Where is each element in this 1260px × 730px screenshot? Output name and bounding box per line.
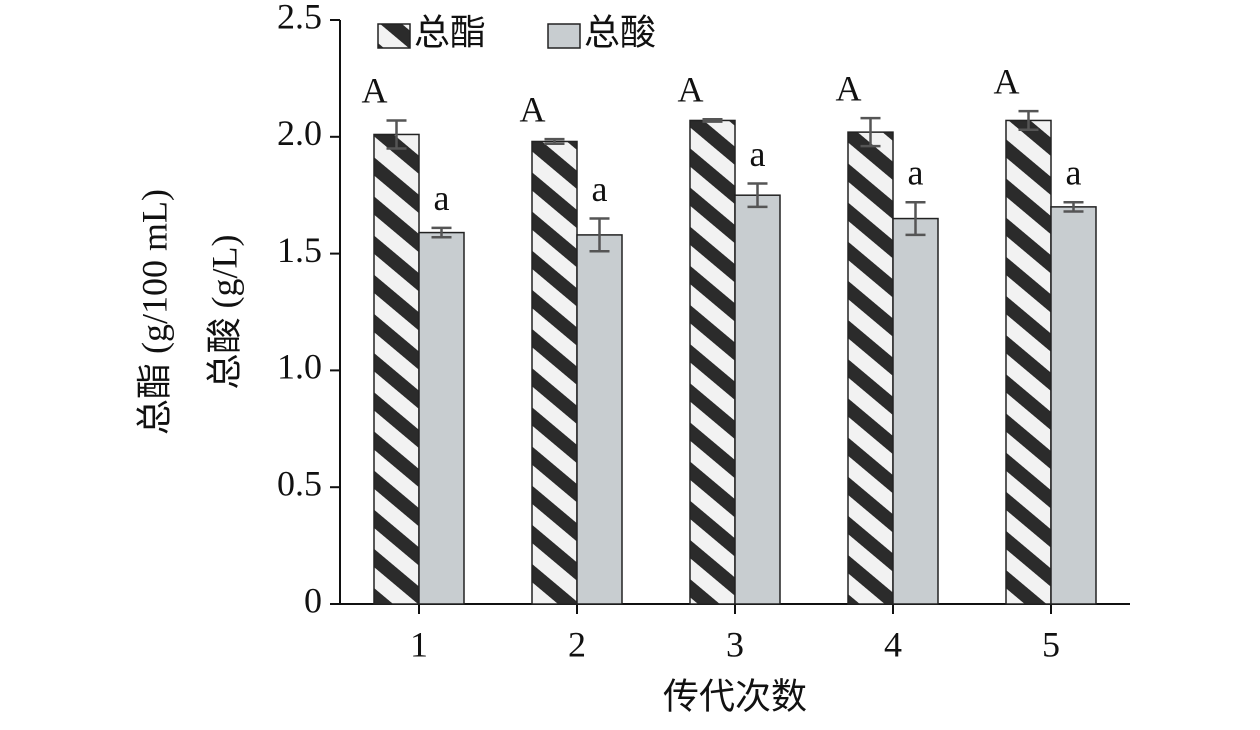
significance-label: a: [1066, 152, 1082, 192]
y-axis-title: 总酸 (g/L): [204, 235, 244, 390]
y-tick-label: 2.5: [277, 0, 322, 36]
legend-label: 总酯: [414, 12, 486, 52]
y-tick-label: 2.0: [277, 113, 322, 153]
error-bar: [386, 119, 407, 150]
bar: [734, 194, 781, 605]
bar: [1050, 206, 1097, 605]
legend-swatch: [547, 23, 581, 49]
x-axis-title: 传代次数: [663, 676, 807, 716]
y-tick-label: 1.5: [277, 230, 322, 270]
error-bar: [431, 226, 452, 239]
x-tick-label: 3: [726, 624, 744, 664]
error-bar: [544, 137, 565, 146]
x-tick-label: 5: [1042, 624, 1060, 664]
error-bar: [860, 116, 881, 148]
significance-label: a: [434, 178, 450, 218]
x-tick-label: 1: [410, 624, 428, 664]
error-bar: [905, 200, 926, 237]
y-axis-title: 总酯 (g/100 mL): [134, 189, 174, 435]
y-tick-label: 0.5: [277, 463, 322, 503]
bar: [1005, 119, 1052, 605]
bar: [373, 133, 420, 605]
y-tick-label: 0: [304, 580, 322, 620]
significance-label: A: [362, 71, 388, 111]
error-bar: [1018, 109, 1039, 132]
error-bar: [1063, 200, 1084, 213]
y-tick-label: 1.0: [277, 347, 322, 387]
error-bar: [702, 118, 723, 123]
bar: [531, 140, 578, 605]
significance-label: a: [908, 152, 924, 192]
bar: [847, 131, 894, 605]
significance-label: A: [520, 89, 546, 129]
bar: [576, 234, 623, 605]
legend-label: 总酸: [584, 12, 656, 52]
error-bar: [747, 182, 768, 209]
bar: [892, 217, 939, 605]
bar: [418, 231, 465, 605]
significance-label: A: [994, 61, 1020, 101]
error-bar: [589, 217, 610, 253]
significance-label: a: [750, 134, 766, 174]
legend-swatch: [377, 23, 411, 49]
significance-label: A: [678, 70, 704, 110]
significance-label: a: [592, 169, 608, 209]
x-tick-label: 4: [884, 624, 902, 664]
bar: [689, 119, 736, 605]
x-tick-label: 2: [568, 624, 586, 664]
significance-label: A: [836, 68, 862, 108]
